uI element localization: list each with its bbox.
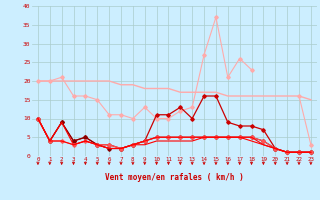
X-axis label: Vent moyen/en rafales ( km/h ): Vent moyen/en rafales ( km/h )	[105, 173, 244, 182]
